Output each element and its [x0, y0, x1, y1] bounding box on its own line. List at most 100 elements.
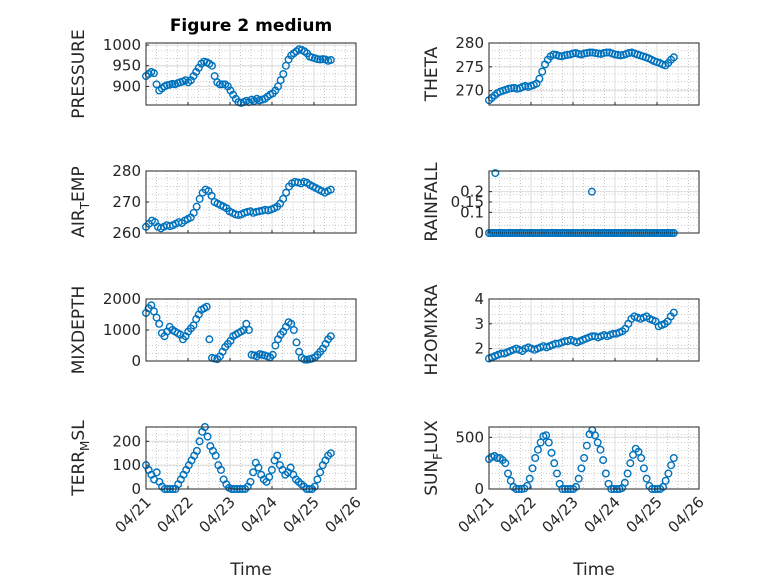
- data-point: [593, 438, 602, 447]
- x-tick-label: 04/23: [539, 493, 582, 536]
- data-point: [207, 191, 216, 200]
- data-point: [279, 69, 288, 78]
- data-point: [195, 194, 204, 203]
- data-point: [664, 469, 673, 478]
- y-axis-label: SUNFLUX: [422, 420, 445, 496]
- y-tick-label: 200: [112, 432, 141, 450]
- data-point: [504, 469, 513, 478]
- data-point: [639, 464, 648, 473]
- x-tick-label: 04/26: [665, 493, 708, 536]
- data-point: [202, 302, 211, 311]
- data-point: [623, 469, 632, 478]
- y-tick-label: 3: [474, 315, 484, 333]
- subplot-rainfall: 0 0.10.150.2 RAINFALL: [422, 162, 700, 242]
- y-tick-label: 0: [131, 480, 141, 498]
- y-tick-label: 500: [455, 428, 484, 446]
- subplot-pressure: 900 950 1000 PRESSURE: [69, 29, 357, 119]
- y-axis-label: PRESSURE: [69, 29, 89, 118]
- x-tick-label: 04/25: [280, 493, 323, 536]
- data-point: [552, 469, 561, 478]
- data-point: [149, 69, 158, 78]
- data-point: [215, 80, 224, 89]
- data-point: [254, 463, 263, 472]
- data-point: [491, 169, 500, 178]
- data-point: [246, 477, 255, 486]
- data-point: [152, 468, 161, 477]
- y-tick-label: 1000: [103, 36, 141, 54]
- data-point: [637, 454, 646, 463]
- y-axis-label: TERRMSL: [69, 420, 92, 497]
- data-point: [501, 459, 510, 468]
- y-tick-label: 280: [112, 162, 141, 180]
- x-axis-label-right: Time: [572, 560, 615, 580]
- y-tick-label: 280: [455, 34, 484, 52]
- y-axis-label: RAINFALL: [422, 162, 442, 242]
- data-point: [547, 448, 556, 457]
- data-point: [316, 468, 325, 477]
- y-tick-label: 0: [474, 224, 484, 242]
- x-tick-label: 04/21: [455, 493, 498, 536]
- x-tick-label: 04/25: [623, 493, 666, 536]
- data-point: [326, 185, 335, 194]
- data-point: [585, 48, 594, 57]
- data-point: [596, 445, 605, 454]
- axes-frame: [488, 426, 700, 490]
- data-point: [244, 326, 253, 335]
- data-point: [195, 437, 204, 446]
- data-point: [205, 335, 214, 344]
- data-point: [590, 431, 599, 440]
- data-point: [192, 446, 201, 455]
- axes-frame: [488, 298, 700, 362]
- subplot-h2omixra: 2 3 4 H2OMIXRA: [422, 284, 700, 376]
- x-tick-label: 04/22: [154, 493, 197, 536]
- data-point: [310, 482, 319, 491]
- x-tick-label: 04/26: [322, 493, 365, 536]
- data-point: [601, 469, 610, 478]
- figure-title: Figure 2 medium: [170, 16, 332, 36]
- axes-frame: [145, 170, 357, 234]
- y-tick-label: 4: [474, 290, 484, 308]
- y-tick-label: 2000: [103, 290, 141, 308]
- data-point: [265, 473, 274, 482]
- data-point: [550, 459, 559, 468]
- data-point: [326, 55, 335, 64]
- y-tick-label: 270: [455, 82, 484, 100]
- x-tick-label: 04/24: [238, 493, 281, 536]
- data-point: [582, 441, 591, 450]
- data-point: [531, 454, 540, 463]
- data-point: [249, 468, 258, 477]
- y-tick-label: 0.1: [460, 203, 484, 221]
- data-point: [292, 338, 301, 347]
- y-tick-label: 0: [131, 352, 141, 370]
- data-point: [544, 438, 553, 447]
- data-point: [661, 476, 670, 485]
- data-point: [286, 463, 295, 472]
- data-point: [587, 187, 596, 196]
- y-tick-label: 260: [112, 224, 141, 242]
- x-tick-label: 04/22: [497, 493, 540, 536]
- data-point: [620, 478, 629, 487]
- data-point: [533, 445, 542, 454]
- data-point: [577, 464, 586, 473]
- data-point: [669, 454, 678, 463]
- data-point: [267, 465, 276, 474]
- data-point: [313, 475, 322, 484]
- data-point: [282, 188, 291, 197]
- data-point: [626, 459, 635, 468]
- subplot-theta: 270 275 280 THETA: [422, 34, 700, 106]
- data-point: [189, 208, 198, 217]
- data-point: [326, 332, 335, 341]
- data-point: [642, 474, 651, 483]
- data-point: [528, 464, 537, 473]
- y-tick-label: 0: [474, 480, 484, 498]
- x-tick-label: 04/24: [581, 493, 624, 536]
- y-tick-label: 2: [474, 340, 484, 358]
- data-point: [599, 456, 608, 465]
- x-axis-label-left: Time: [229, 560, 272, 580]
- data-point: [571, 482, 580, 491]
- y-axis-label: THETA: [422, 46, 442, 102]
- axes-frame: [145, 426, 357, 490]
- data-point: [279, 194, 288, 203]
